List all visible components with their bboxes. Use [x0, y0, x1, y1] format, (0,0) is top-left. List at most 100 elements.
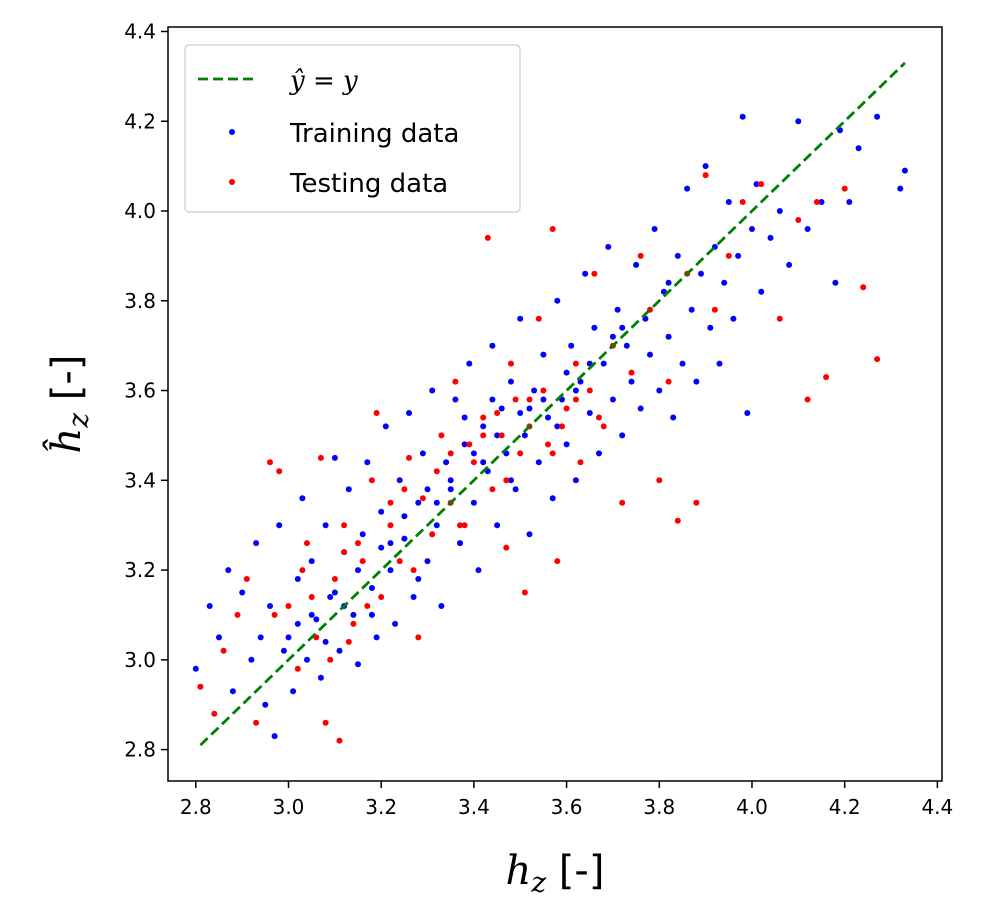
training-point: [623, 342, 630, 349]
training-point: [508, 378, 514, 385]
testing-point: [508, 360, 514, 367]
y-tick-label: 3.2: [124, 558, 156, 582]
training-point: [331, 454, 338, 461]
training-point: [758, 288, 765, 295]
training-point: [795, 118, 802, 125]
x-axis-label-unit: [-]: [546, 848, 604, 894]
training-point: [749, 226, 755, 232]
training-point: [192, 665, 199, 672]
testing-point: [823, 374, 830, 381]
training-point: [290, 688, 297, 695]
testing-point: [795, 217, 802, 223]
testing-point: [299, 567, 306, 574]
testing-point: [484, 234, 491, 241]
legend-label-testing: Testing data: [289, 169, 448, 199]
testing-point: [549, 450, 556, 457]
testing-point: [549, 226, 556, 232]
plot-area: [167, 26, 943, 782]
training-point: [308, 558, 315, 565]
testing-point: [535, 315, 542, 322]
testing-point: [711, 306, 718, 313]
training-point: [702, 163, 709, 170]
training-point: [415, 576, 422, 582]
testing-point: [336, 737, 343, 744]
training-point: [730, 315, 737, 322]
training-point: [206, 603, 213, 609]
training-point: [364, 459, 371, 466]
training-point: [512, 486, 519, 493]
training-point: [818, 199, 825, 205]
testing-point: [322, 719, 329, 726]
legend-label-reference: ŷ = y: [289, 66, 358, 96]
x-axis: 2.8 3.0 3.2 3.4 3.6 3.8 4.0 4.2 4.4: [180, 781, 953, 819]
training-point: [480, 423, 487, 430]
testing-point: [285, 603, 292, 609]
testing-point: [350, 620, 357, 627]
testing-point: [234, 611, 241, 618]
training-point: [470, 450, 477, 457]
training-point: [457, 540, 463, 547]
training-point: [665, 333, 672, 340]
testing-point: [494, 410, 501, 416]
testing-point: [294, 665, 301, 672]
testing-point: [545, 441, 551, 448]
testing-point: [739, 199, 746, 205]
reference-line: [199, 61, 906, 747]
training-point: [447, 477, 454, 484]
training-point: [396, 477, 403, 484]
x-tick-label: 3.4: [458, 795, 490, 819]
training-point: [313, 616, 320, 623]
training-point: [452, 396, 459, 403]
training-point: [568, 342, 575, 349]
training-point: [767, 234, 774, 241]
testing-point: [253, 719, 260, 726]
training-point: [554, 297, 561, 304]
testing-point: [359, 558, 366, 565]
training-point: [582, 270, 589, 277]
testing-point: [586, 387, 593, 394]
testing-point: [331, 576, 338, 582]
testing-point: [387, 522, 394, 529]
testing-point: [600, 423, 607, 430]
training-point: [350, 611, 357, 618]
plot-frame: [167, 26, 943, 782]
training-point: [406, 410, 412, 416]
training-point: [508, 477, 514, 484]
legend-ref-rhs: y: [342, 66, 358, 96]
testing-point: [572, 396, 579, 403]
testing-point: [452, 378, 459, 385]
training-point: [392, 620, 399, 627]
x-tick-label: 3.2: [365, 795, 397, 819]
x-axis-label: hz [-]: [506, 848, 605, 899]
y-axis-label-sub: z: [62, 413, 95, 429]
testing-point: [267, 459, 273, 466]
training-point: [586, 410, 593, 416]
training-point: [401, 535, 408, 542]
testing-point: [841, 185, 848, 192]
training-point: [596, 450, 602, 457]
y-axis-label-unit: [-]: [44, 355, 90, 413]
testing-point: [540, 387, 547, 394]
testing-point: [378, 594, 385, 600]
testing-point: [276, 468, 283, 475]
x-tick-label: 4.2: [829, 795, 861, 819]
testing-point: [619, 499, 626, 506]
testing-point: [665, 378, 672, 385]
training-point: [229, 688, 236, 695]
training-point: [670, 414, 677, 421]
y-tick-label: 3.6: [124, 379, 156, 403]
testing-point: [368, 477, 375, 484]
training-point: [563, 441, 570, 448]
testing-point: [220, 647, 227, 654]
training-point: [419, 450, 426, 457]
testing-point: [461, 522, 468, 529]
training-point: [619, 324, 626, 331]
testing-point: [860, 284, 867, 291]
y-axis-label-base: ĥ: [43, 428, 90, 454]
training-point: [679, 360, 686, 367]
y-tick-label: 3.0: [124, 648, 156, 672]
testing-point: [364, 603, 371, 609]
testing-point: [410, 567, 417, 574]
x-tick-label: 2.8: [180, 795, 212, 819]
x-tick-label: 4.0: [736, 795, 768, 819]
